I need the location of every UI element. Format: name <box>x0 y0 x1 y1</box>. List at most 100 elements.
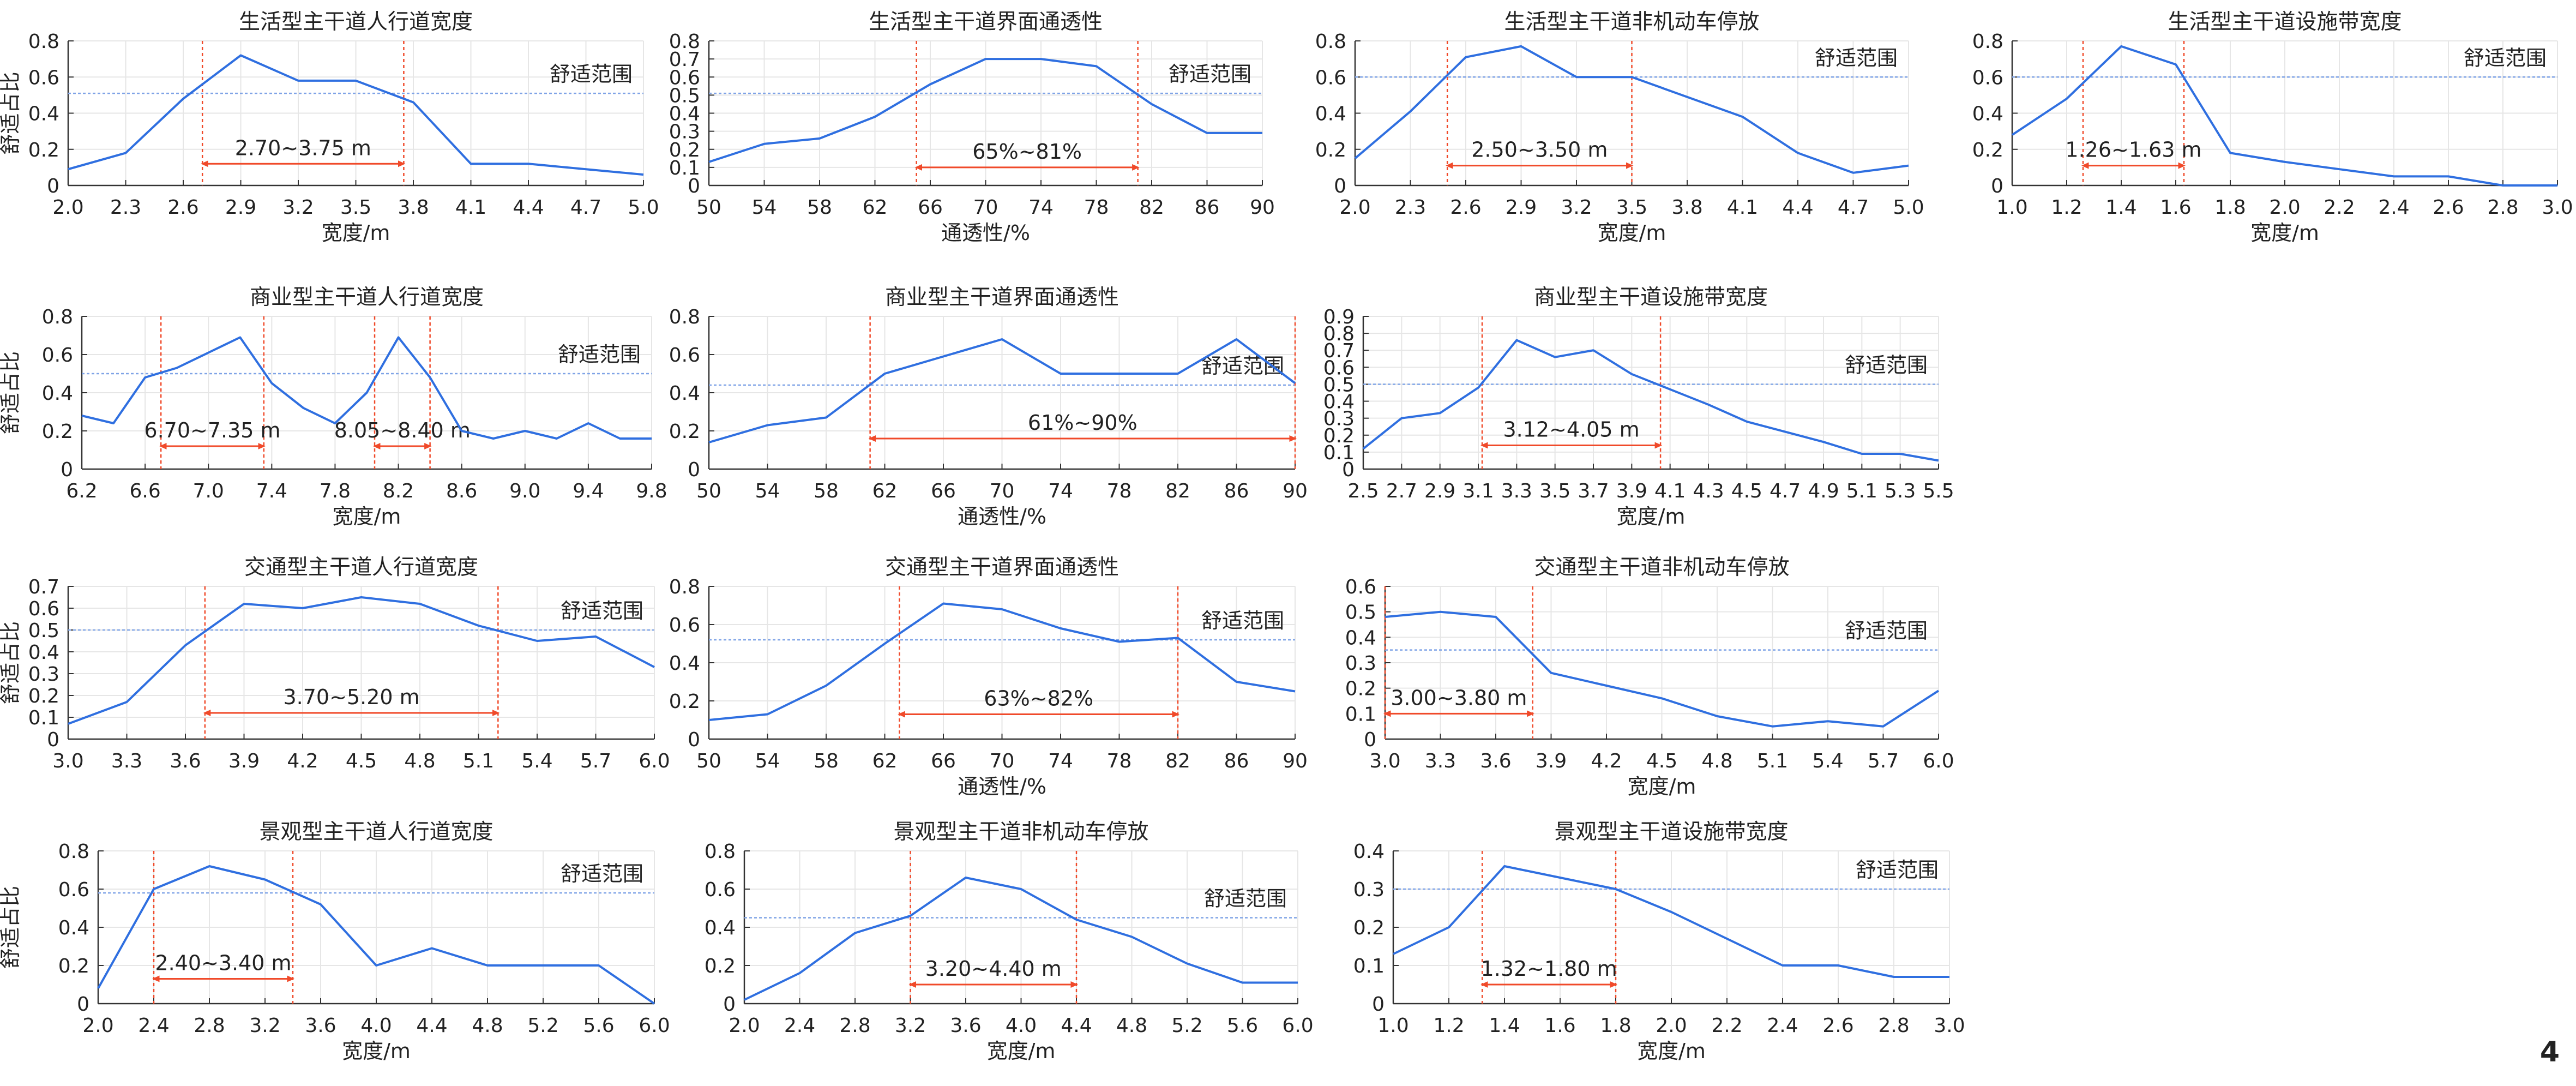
x-axis-label: 宽度/m <box>322 221 390 245</box>
y-tick-label: 0.5 <box>1345 602 1376 624</box>
y-tick-label: 0 <box>688 459 700 481</box>
x-tick-label: 4.9 <box>1808 480 1839 502</box>
x-tick-label: 1.6 <box>1544 1015 1575 1037</box>
x-tick-label: 4.2 <box>287 750 318 772</box>
x-tick-label: 4.5 <box>1646 750 1677 772</box>
x-tick-label: 4.8 <box>472 1015 503 1037</box>
range-label: 1.32~1.80 m <box>1481 957 1617 981</box>
y-tick-label: 0.2 <box>705 955 736 977</box>
chart-title: 生活型主干道设施带宽度 <box>2168 10 2402 34</box>
x-tick-label: 3.0 <box>1934 1015 1965 1037</box>
legend-label: 舒适范围 <box>1845 619 1928 643</box>
y-tick-label: 0.8 <box>42 306 73 328</box>
x-tick-label: 1.8 <box>1600 1015 1631 1037</box>
y-tick-label: 0 <box>61 459 73 481</box>
y-tick-label: 0 <box>723 993 736 1016</box>
y-tick-label: 0.2 <box>1353 917 1385 939</box>
y-tick-label: 0 <box>47 729 59 751</box>
x-tick-label: 5.0 <box>1893 196 1924 219</box>
x-tick-label: 2.0 <box>1339 196 1370 219</box>
x-tick-label: 3.8 <box>398 196 429 219</box>
y-tick-label: 0.9 <box>1323 306 1355 328</box>
chart-title: 交通型主干道非机动车停放 <box>1534 555 1789 580</box>
x-tick-label: 3.3 <box>111 750 142 772</box>
y-tick-label: 0.5 <box>28 620 59 642</box>
x-tick-label: 2.6 <box>1822 1015 1853 1037</box>
x-tick-label: 3.6 <box>950 1015 981 1037</box>
y-tick-label: 0.4 <box>1345 627 1376 649</box>
y-tick-label: 0 <box>47 175 59 197</box>
x-tick-label: 5.1 <box>1846 480 1877 502</box>
x-tick-label: 2.7 <box>1386 480 1417 502</box>
x-tick-label: 4.1 <box>455 196 486 219</box>
x-tick-label: 3.3 <box>1501 480 1532 502</box>
x-tick-label: 74 <box>1028 196 1054 219</box>
x-tick-label: 7.0 <box>193 480 224 502</box>
y-tick-label: 0 <box>1372 993 1385 1016</box>
x-tick-label: 78 <box>1107 480 1132 502</box>
range-label: 6.70~7.35 m <box>144 418 280 442</box>
x-tick-label: 2.4 <box>2378 196 2409 219</box>
y-tick-label: 0.1 <box>1345 703 1376 725</box>
x-tick-label: 5.2 <box>1171 1015 1202 1037</box>
x-tick-label: 3.6 <box>170 750 201 772</box>
x-tick-label: 3.8 <box>1671 196 1702 219</box>
y-tick-label: 0.8 <box>705 841 736 863</box>
range-label: 2.70~3.75 m <box>235 136 371 160</box>
x-tick-label: 4.4 <box>513 196 544 219</box>
x-tick-label: 2.0 <box>1656 1015 1687 1037</box>
x-tick-label: 5.5 <box>1923 480 1954 502</box>
x-tick-label: 2.3 <box>110 196 141 219</box>
range-label: 3.20~4.40 m <box>925 957 1062 981</box>
x-tick-label: 5.1 <box>1757 750 1788 772</box>
x-tick-label: 3.5 <box>1539 480 1570 502</box>
x-tick-label: 58 <box>814 480 839 502</box>
x-tick-label: 2.0 <box>729 1015 760 1037</box>
chart-title: 生活型主干道非机动车停放 <box>1504 10 1759 34</box>
y-tick-label: 0.3 <box>1353 879 1385 901</box>
x-axis-label: 宽度/m <box>1617 505 1686 529</box>
x-axis-label: 宽度/m <box>342 1039 411 1063</box>
x-tick-label: 2.8 <box>2487 196 2518 219</box>
x-tick-label: 4.2 <box>1591 750 1622 772</box>
x-tick-label: 82 <box>1139 196 1164 219</box>
legend-label: 舒适范围 <box>1204 887 1287 911</box>
x-tick-label: 4.8 <box>1701 750 1732 772</box>
x-tick-label: 90 <box>1283 750 1308 772</box>
x-tick-label: 2.9 <box>1506 196 1537 219</box>
x-tick-label: 3.2 <box>895 1015 926 1037</box>
y-tick-label: 0.4 <box>1353 841 1385 863</box>
x-tick-label: 3.0 <box>52 750 83 772</box>
x-tick-label: 1.4 <box>2105 196 2136 219</box>
x-tick-label: 3.0 <box>2542 196 2573 219</box>
y-tick-label: 0.6 <box>669 344 700 367</box>
y-tick-label: 0 <box>688 729 700 751</box>
x-tick-label: 1.0 <box>1377 1015 1409 1037</box>
x-tick-label: 7.4 <box>256 480 287 502</box>
x-tick-label: 2.0 <box>82 1015 113 1037</box>
x-tick-label: 50 <box>696 480 721 502</box>
y-tick-label: 0.8 <box>669 31 700 53</box>
x-tick-label: 5.0 <box>628 196 659 219</box>
x-tick-label: 1.2 <box>2051 196 2082 219</box>
x-tick-label: 4.0 <box>360 1015 392 1037</box>
x-tick-label: 6.0 <box>639 1015 670 1037</box>
range-label: 1.26~1.63 m <box>2065 138 2201 162</box>
x-tick-label: 7.8 <box>320 480 351 502</box>
chart-title: 生活型主干道界面通透性 <box>869 10 1103 34</box>
y-tick-label: 0.6 <box>42 344 73 367</box>
x-tick-label: 3.5 <box>1616 196 1647 219</box>
x-tick-label: 62 <box>863 196 888 219</box>
x-axis-label: 宽度/m <box>2250 221 2319 245</box>
x-tick-label: 3.2 <box>282 196 314 219</box>
y-tick-label: 0.4 <box>42 382 73 405</box>
y-tick-label: 0.2 <box>1345 678 1376 700</box>
